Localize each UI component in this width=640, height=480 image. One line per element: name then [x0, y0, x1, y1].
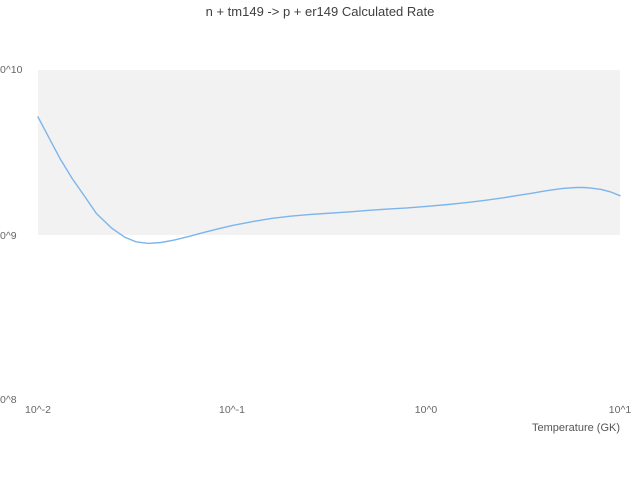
y-tick-label-1e10: 0^10 — [0, 64, 23, 76]
x-tick-label-1e1: 10^1 — [608, 404, 632, 416]
plot-band — [38, 70, 620, 235]
x-tick-label-1e-1: 10^-1 — [219, 404, 245, 416]
y-tick-label-1e9: 0^9 — [0, 230, 17, 242]
y-tick-label-1e8: 0^8 — [0, 394, 17, 406]
x-tick-label-1e0: 10^0 — [414, 404, 438, 416]
chart-title: n + tm149 -> p + er149 Calculated Rate — [205, 4, 435, 19]
rate-line — [37, 116, 621, 245]
x-tick-label-1e-2: 10^-2 — [25, 404, 51, 416]
x-axis-title: Temperature (GK) — [531, 422, 620, 434]
